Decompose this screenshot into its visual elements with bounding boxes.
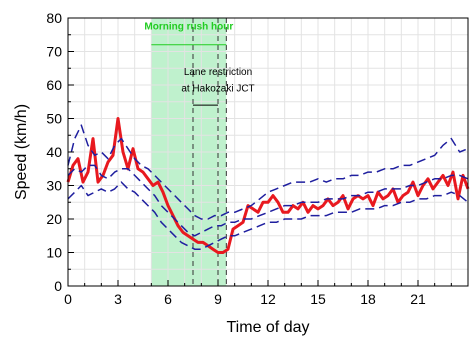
speed-band-line (67, 181, 469, 250)
y-tick-label: 60 (46, 77, 62, 93)
rush-hour-label: Morning rush hour (144, 22, 233, 33)
x-tick-label: 12 (260, 291, 276, 307)
grid-layer (68, 18, 468, 286)
y-tick-label: 80 (46, 10, 62, 26)
lane-restriction-label-1: Lane restriction (184, 67, 252, 78)
x-tick-label: 3 (114, 291, 122, 307)
y-tick-label: 40 (46, 144, 62, 160)
x-tick-label: 18 (360, 291, 376, 307)
speed-band-line (67, 164, 469, 237)
y-axis-label: Speed (km/h) (13, 104, 30, 200)
x-tick-label: 15 (310, 291, 326, 307)
annotation-layer: Morning rush hour Lane restriction at Ha… (144, 22, 255, 106)
y-tick-label: 0 (54, 278, 62, 294)
axis-ticks-layer: 0 3 6 9 12 15 18 21 0 10 20 30 40 50 60 70 80 (46, 10, 469, 307)
y-tick-label: 10 (46, 245, 62, 261)
lane-restriction-label-2: at Hakozaki JCT (181, 84, 254, 95)
speed-band-line (67, 124, 469, 220)
x-tick-label: 9 (214, 291, 222, 307)
y-tick-label: 50 (46, 111, 62, 127)
x-tick-label: 6 (164, 291, 172, 307)
series-layer (66, 117, 470, 254)
x-tick-label: 0 (64, 291, 72, 307)
speed-mean-line (66, 117, 470, 254)
y-tick-label: 70 (46, 44, 62, 60)
x-axis-label: Time of day (227, 319, 310, 336)
y-tick-label: 20 (46, 211, 62, 227)
y-tick-label: 30 (46, 178, 62, 194)
x-tick-label: 21 (410, 291, 426, 307)
